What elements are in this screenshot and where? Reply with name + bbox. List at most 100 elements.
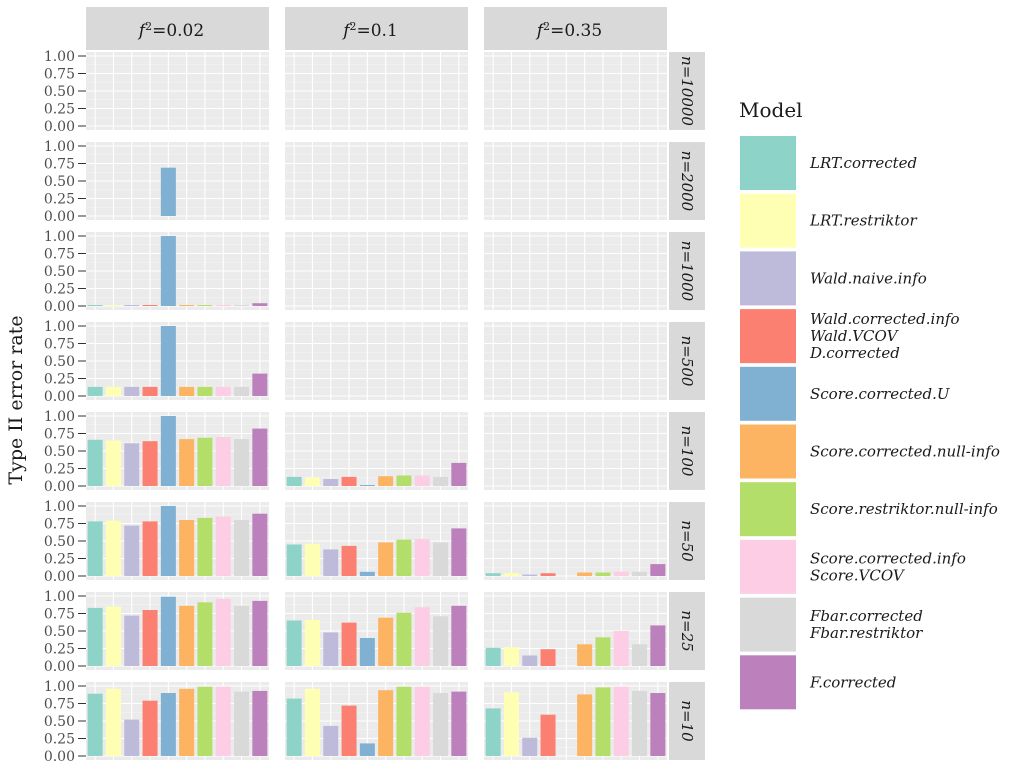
legend-label: Score.corrected.U: [810, 385, 951, 403]
bar: [414, 538, 430, 576]
y-tick-label: 1.00: [44, 589, 75, 605]
bar: [215, 386, 231, 396]
bar: [252, 303, 268, 306]
legend-key: [740, 482, 796, 537]
bar: [433, 616, 449, 666]
row-strip-label: n=500: [678, 336, 696, 387]
bar: [142, 521, 158, 576]
bar: [359, 743, 375, 756]
bar: [540, 649, 556, 666]
bar: [396, 686, 412, 756]
legend-label: LRT.restriktor: [809, 212, 917, 230]
y-tick-label: 0.50: [44, 624, 75, 640]
bar: [87, 305, 103, 306]
bar: [179, 688, 195, 756]
bar: [522, 655, 538, 666]
bar: [124, 615, 140, 666]
y-tick-label: 0.50: [44, 444, 75, 460]
bar: [359, 638, 375, 666]
row-strip-label: n=2000: [678, 151, 696, 212]
y-tick-label: 0.50: [44, 354, 75, 370]
column-strip-label: f2=0.35: [535, 20, 602, 42]
y-tick-label: 0.75: [44, 427, 75, 443]
bar: [433, 476, 449, 486]
bar: [105, 606, 121, 666]
bar: [650, 625, 666, 666]
y-tick-label: 0.00: [44, 479, 75, 495]
bar: [378, 542, 394, 576]
legend-key: [740, 539, 796, 594]
bar: [522, 737, 538, 756]
y-tick-label: 0.25: [44, 282, 75, 298]
row-strip-label: n=100: [678, 426, 696, 477]
bar: [179, 439, 195, 486]
bar: [632, 690, 648, 756]
bar: [503, 647, 519, 666]
row-strip-label: n=10: [678, 700, 696, 742]
row-strip-label: n=50: [678, 520, 696, 562]
bar: [414, 686, 430, 756]
bar: [142, 305, 158, 306]
legend-label: Fbar.restriktor: [809, 624, 923, 642]
y-tick-label: 1.00: [44, 679, 75, 695]
legend-key: [740, 309, 796, 364]
row-strip: [669, 592, 705, 670]
legend-key: [740, 366, 796, 421]
bar: [323, 549, 339, 576]
y-tick-label: 0.00: [44, 749, 75, 765]
column-strip-label: f2=0.1: [341, 20, 398, 42]
legend-label: D.corrected: [809, 344, 900, 362]
bar: [179, 520, 195, 576]
row-strip: [669, 232, 705, 310]
bar: [142, 441, 158, 486]
legend-label: LRT.corrected: [809, 154, 917, 172]
y-tick-label: 0.75: [44, 247, 75, 263]
legend-key: [740, 193, 796, 248]
legend-key: [740, 424, 796, 479]
bar: [323, 725, 339, 756]
bar: [142, 610, 158, 666]
legend-key: [740, 136, 796, 190]
bar: [252, 373, 268, 396]
row-strip-label: n=25: [678, 610, 696, 651]
bar: [650, 564, 666, 576]
legend-label: Wald.corrected.info: [810, 310, 960, 328]
bar: [252, 690, 268, 756]
bar: [341, 545, 357, 576]
y-tick-label: 0.00: [44, 389, 75, 405]
y-tick-label: 0.00: [44, 569, 75, 585]
row-strip-label: n=1000: [678, 241, 696, 302]
bar: [197, 386, 213, 396]
row-strip: [669, 52, 705, 130]
y-tick-label: 0.50: [44, 84, 75, 100]
bar: [595, 572, 611, 576]
bar: [433, 542, 449, 576]
legend-label: Score.restriktor.null-info: [810, 500, 998, 518]
bar: [396, 612, 412, 666]
facet-panels: [86, 52, 667, 760]
bar: [215, 305, 231, 306]
bar: [650, 693, 666, 756]
bar: [632, 571, 648, 576]
column-strip: [484, 7, 667, 50]
bar: [179, 605, 195, 666]
y-tick-label: 0.50: [44, 174, 75, 190]
bar: [234, 520, 250, 576]
bar: [613, 631, 629, 666]
bar: [595, 637, 611, 666]
bar: [286, 476, 302, 486]
bar: [503, 692, 519, 756]
column-strip: [86, 7, 269, 50]
legend-label: Wald.naive.info: [810, 269, 927, 287]
bar: [378, 617, 394, 666]
bar: [105, 305, 121, 306]
bar: [105, 520, 121, 576]
y-tick-label: 0.25: [44, 732, 75, 748]
bar: [234, 386, 250, 396]
bar: [286, 698, 302, 756]
bar: [215, 598, 231, 666]
bar: [197, 517, 213, 576]
bar: [485, 647, 501, 666]
bar: [378, 476, 394, 486]
bar: [160, 416, 176, 486]
